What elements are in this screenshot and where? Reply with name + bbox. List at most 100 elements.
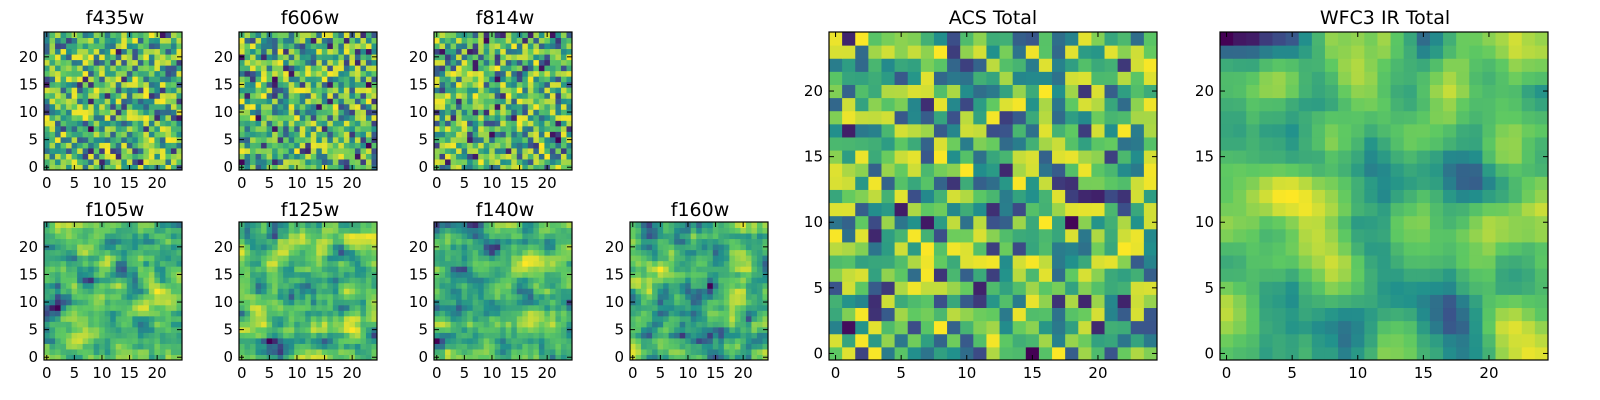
heatmap-cell xyxy=(472,142,479,149)
y-tick-label: 20 xyxy=(19,238,38,256)
heatmap-cell xyxy=(66,131,73,138)
heatmap-cell xyxy=(657,304,664,311)
heatmap-cell xyxy=(500,227,507,234)
heatmap-cell xyxy=(1091,176,1106,190)
heatmap-cell xyxy=(44,87,51,94)
heatmap-cell xyxy=(646,249,653,256)
heatmap-cell xyxy=(1104,176,1119,190)
heatmap-cell xyxy=(718,310,725,317)
heatmap-cell xyxy=(104,131,111,138)
heatmap-cell xyxy=(494,277,501,284)
heatmap-cell xyxy=(500,87,507,94)
heatmap-cell xyxy=(533,354,540,361)
heatmap-cell xyxy=(44,98,51,105)
heatmap-cell xyxy=(165,249,172,256)
heatmap-cell xyxy=(1143,163,1158,177)
heatmap-cell xyxy=(288,81,295,88)
heatmap-cell xyxy=(66,222,73,229)
heatmap-cell xyxy=(690,299,697,306)
heatmap-cell xyxy=(244,233,251,240)
heatmap-cell xyxy=(701,249,708,256)
heatmap-cell xyxy=(110,54,117,61)
heatmap-cell xyxy=(349,76,356,83)
heatmap-cell xyxy=(461,238,468,245)
heatmap-cell xyxy=(511,304,518,311)
heatmap-cell xyxy=(137,43,144,50)
heatmap-cell xyxy=(272,136,279,143)
heatmap-cell xyxy=(450,249,457,256)
heatmap-cell xyxy=(360,153,367,160)
heatmap-cell xyxy=(745,321,752,328)
heatmap-cell xyxy=(549,222,556,229)
heatmap-cell xyxy=(494,103,501,110)
heatmap-cell xyxy=(250,238,257,245)
heatmap-cell xyxy=(159,277,166,284)
heatmap-cell xyxy=(745,249,752,256)
heatmap-cell xyxy=(566,142,573,149)
heatmap-cell xyxy=(478,266,485,273)
heatmap-cell xyxy=(60,249,67,256)
heatmap-cell xyxy=(500,315,507,322)
heatmap-cell xyxy=(159,337,166,344)
heatmap-cell xyxy=(696,304,703,311)
heatmap-cell xyxy=(126,87,133,94)
heatmap-cell xyxy=(734,282,741,289)
x-tick-label: 20 xyxy=(343,174,362,192)
heatmap-cell xyxy=(450,348,457,355)
heatmap-cell xyxy=(533,153,540,160)
heatmap-cell xyxy=(734,244,741,251)
heatmap-cell xyxy=(88,158,95,165)
heatmap-cell xyxy=(154,98,161,105)
heatmap-cell xyxy=(371,321,378,328)
heatmap-cell xyxy=(310,125,317,132)
heatmap-cell xyxy=(60,136,67,143)
heatmap-cell xyxy=(321,76,328,83)
heatmap-cell xyxy=(663,233,670,240)
heatmap-cell xyxy=(685,249,692,256)
x-tick-label: 10 xyxy=(287,364,306,382)
heatmap-cell xyxy=(450,65,457,72)
heatmap-cell xyxy=(868,215,882,230)
heatmap-cell xyxy=(132,54,139,61)
heatmap-cell xyxy=(522,337,529,344)
heatmap-cell xyxy=(723,282,730,289)
heatmap-cell xyxy=(544,315,551,322)
heatmap-cell xyxy=(472,332,479,339)
heatmap-cell xyxy=(71,238,78,245)
heatmap-cell xyxy=(55,103,62,110)
heatmap-cell xyxy=(505,310,512,317)
heatmap-cell xyxy=(310,222,317,229)
heatmap-cell xyxy=(745,233,752,240)
heatmap-cell xyxy=(71,125,78,132)
heatmap-cell xyxy=(121,249,128,256)
heatmap-cell xyxy=(527,147,534,154)
heatmap-cell xyxy=(1117,228,1132,243)
heatmap-cell xyxy=(555,37,562,44)
heatmap-cell xyxy=(170,233,177,240)
heatmap-cell xyxy=(538,153,545,160)
heatmap-cell xyxy=(104,87,111,94)
heatmap-cell xyxy=(132,32,139,39)
heatmap-cell xyxy=(77,142,84,149)
heatmap-cell xyxy=(555,266,562,273)
heatmap-cell xyxy=(489,315,496,322)
heatmap-cell xyxy=(986,333,1001,348)
heatmap-cell xyxy=(110,142,117,149)
heatmap-cell xyxy=(522,266,529,273)
heatmap-cell xyxy=(294,125,301,132)
heatmap-cell xyxy=(99,147,106,154)
heatmap-cell xyxy=(439,109,446,116)
heatmap-cell xyxy=(538,87,545,94)
heatmap-cell xyxy=(71,315,78,322)
heatmap-cell xyxy=(500,147,507,154)
heatmap-cell xyxy=(250,158,257,165)
heatmap-cell xyxy=(522,92,529,99)
heatmap-cell xyxy=(154,54,161,61)
heatmap-cell xyxy=(439,164,446,171)
heatmap-cell xyxy=(49,282,56,289)
heatmap-cell xyxy=(332,114,339,121)
heatmap-cell xyxy=(461,227,468,234)
heatmap-cell xyxy=(549,282,556,289)
heatmap-cell xyxy=(549,109,556,116)
